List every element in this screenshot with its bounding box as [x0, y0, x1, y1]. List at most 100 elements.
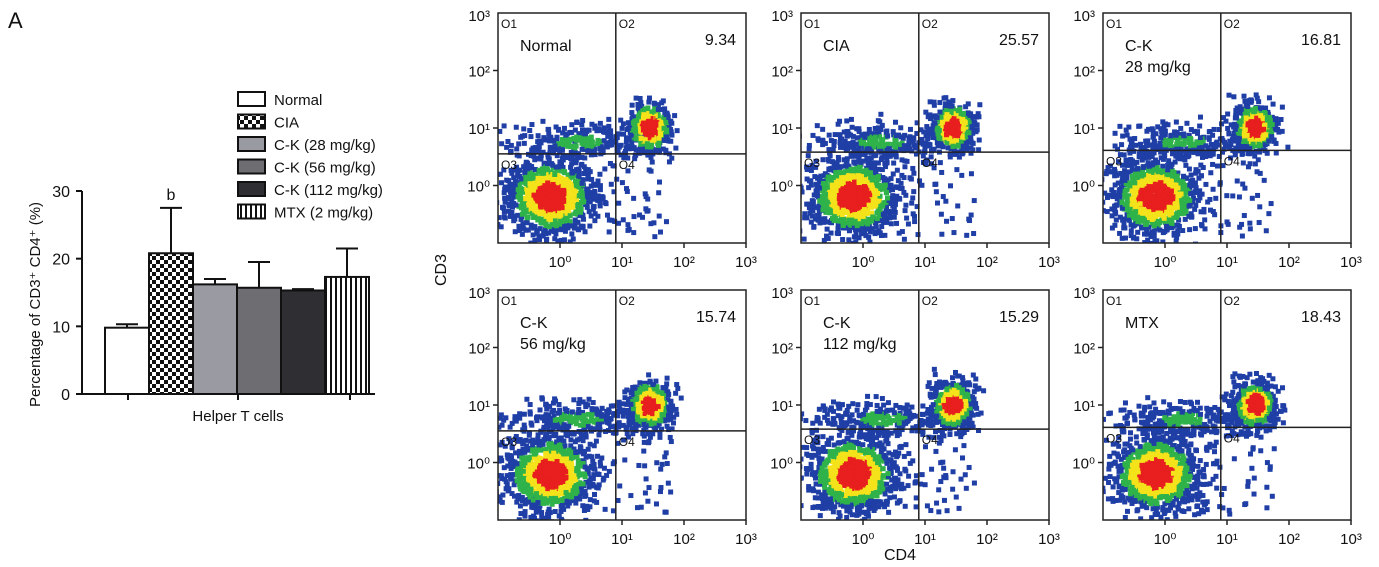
event-dot: [1272, 127, 1278, 133]
event-dot: [545, 176, 551, 182]
event-dot: [971, 198, 977, 204]
event-dot: [820, 207, 826, 213]
event-dot: [966, 130, 972, 136]
event-dot: [631, 195, 637, 201]
event-dot: [1197, 195, 1203, 201]
event-dot: [1119, 162, 1125, 168]
event-dot: [575, 219, 581, 225]
event-dot: [1131, 203, 1137, 209]
event-dot: [845, 187, 851, 193]
event-dot: [1182, 216, 1188, 222]
event-dot: [1152, 178, 1158, 184]
event-dot: [649, 159, 655, 165]
event-dot: [1243, 115, 1249, 121]
event-dot: [663, 219, 669, 225]
event-dot: [629, 139, 635, 145]
event-dot: [658, 121, 664, 127]
event-dot: [569, 170, 575, 176]
event-dot: [1110, 194, 1116, 200]
event-dot: [648, 116, 654, 122]
event-dot: [910, 195, 916, 201]
event-dot: [862, 131, 868, 137]
event-dot: [1242, 134, 1248, 140]
event-dot: [816, 205, 822, 211]
event-dot: [538, 156, 544, 162]
event-dot: [545, 247, 550, 252]
event-dot: [502, 199, 508, 205]
event-dot: [1124, 197, 1130, 203]
event-dot: [542, 200, 548, 206]
event-dot: [959, 172, 965, 178]
event-dot: [1120, 217, 1126, 223]
event-dot: [925, 126, 931, 132]
event-dot: [522, 133, 528, 139]
event-dot: [509, 209, 515, 215]
event-dot: [1176, 217, 1182, 223]
event-dot: [1151, 228, 1157, 234]
event-dot: [823, 209, 829, 215]
event-dot: [1163, 218, 1169, 224]
event-dot: [649, 127, 655, 133]
event-dot: [832, 132, 838, 138]
event-dot: [530, 225, 536, 231]
event-dot: [1198, 150, 1204, 156]
event-dot: [1168, 133, 1174, 139]
event-dot: [1168, 164, 1174, 170]
event-dot: [828, 194, 834, 200]
event-dot: [501, 167, 507, 173]
event-dot: [1181, 195, 1187, 201]
event-dot: [597, 171, 603, 177]
event-dot: [827, 150, 833, 156]
event-dot: [655, 148, 661, 154]
event-dot: [563, 213, 569, 219]
event-dot: [974, 127, 980, 133]
event-dot: [519, 211, 525, 217]
event-dot: [1149, 216, 1155, 222]
event-dot: [637, 118, 643, 124]
event-dot: [924, 130, 930, 136]
event-dot: [1176, 223, 1182, 229]
event-dot: [959, 134, 965, 140]
event-dot: [1135, 191, 1141, 197]
event-dot: [498, 215, 502, 221]
event-dot: [579, 191, 585, 197]
event-dot: [877, 207, 883, 213]
event-dot: [1161, 212, 1167, 218]
event-dot: [841, 193, 847, 199]
event-dot: [947, 151, 953, 157]
event-dot: [1233, 107, 1239, 113]
event-dot: [570, 203, 576, 209]
event-dot: [1109, 225, 1115, 231]
event-dot: [1150, 160, 1156, 166]
event-dot: [614, 176, 620, 182]
event-dot: [869, 226, 875, 232]
event-dot: [826, 147, 832, 153]
event-dot: [835, 226, 841, 232]
event-dot: [1188, 191, 1194, 197]
event-dot: [878, 203, 884, 209]
event-dot: [584, 201, 590, 207]
event-dot: [871, 153, 877, 159]
event-dot: [1198, 209, 1204, 215]
event-dot: [656, 135, 662, 141]
event-dot: [801, 185, 804, 191]
event-dot: [1138, 154, 1144, 160]
event-dot: [976, 147, 982, 153]
event-dot: [515, 168, 521, 174]
event-dot: [572, 211, 578, 217]
event-dot: [1140, 168, 1146, 174]
event-dot: [1151, 208, 1157, 214]
event-dot: [1142, 155, 1148, 161]
event-dot: [535, 215, 541, 221]
event-dot: [535, 133, 541, 139]
y-tick-label: 10¹: [1073, 121, 1095, 138]
event-dot: [820, 157, 826, 163]
event-dot: [857, 202, 863, 208]
event-dot: [846, 237, 852, 243]
event-dot: [635, 114, 641, 120]
event-dot: [956, 111, 962, 117]
event-dot: [1232, 148, 1238, 154]
event-dot: [601, 129, 607, 135]
quadrant-label: O2: [922, 17, 938, 31]
event-dot: [856, 148, 862, 154]
